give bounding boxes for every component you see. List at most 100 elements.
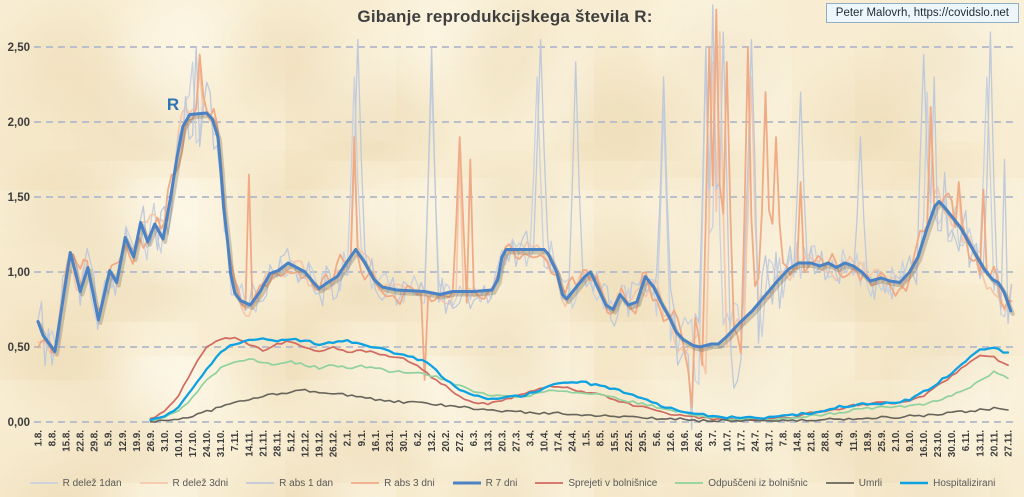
series-r-dele-3dni — [37, 31, 1013, 375]
x-tick-label: 19.12. — [315, 430, 326, 458]
x-tick-label: 15.8. — [62, 430, 73, 452]
legend-item-odpu-eni-iz-bolni-nic: Odpuščeni iz bolnišnic — [674, 478, 808, 489]
x-tick-label: 22.8. — [76, 430, 87, 452]
legend-swatch-r-dele-1dan — [29, 482, 58, 484]
x-tick-label: 12.9. — [118, 430, 129, 452]
legend-label: R 7 dni — [485, 477, 518, 489]
x-tick-label: 20.2. — [441, 430, 452, 452]
x-tick-label: 12.6. — [666, 430, 677, 452]
x-tick-label: 9.10. — [905, 430, 916, 452]
series-r-abs-3-dni — [37, 8, 1013, 408]
x-tick-label: 5.12. — [286, 430, 297, 452]
x-tick-label: 13.3. — [483, 430, 494, 452]
legend-swatch-hospitalizirani — [900, 481, 929, 485]
x-tick-label: 31.10. — [216, 430, 227, 458]
legend-swatch-r-abs-1-dan — [246, 482, 275, 484]
attribution-box: Peter Malovrh, https://covidslo.net — [825, 3, 1019, 23]
legend-swatch-r-7-dni — [452, 481, 481, 485]
x-tick-label: 16.10. — [919, 430, 930, 458]
y-tick-label: 1,50 — [8, 192, 30, 204]
x-tick-label: 23.1. — [385, 430, 396, 452]
legend-item-sprejeti-v-bolni-nice: Sprejeti v bolnišnice — [534, 478, 657, 489]
series-r-dele-1dan — [37, 31, 1013, 386]
x-tick-label: 10.4. — [540, 430, 551, 452]
x-tick-label: 28.11. — [272, 430, 283, 457]
x-tick-label: 28.8. — [821, 430, 832, 452]
legend-item-umrli: Umrli — [825, 478, 882, 489]
legend-label: Odpuščeni iz bolnišnic — [708, 477, 808, 489]
legend-label: R delež 3dni — [172, 477, 229, 489]
x-tick-label: 30.1. — [399, 430, 410, 452]
legend-item-r-abs-1-dan: R abs 1 dan — [245, 478, 333, 489]
legend-item-r-abs-3-dni: R abs 3 dni — [350, 478, 435, 489]
x-tick-label: 27.3. — [511, 430, 522, 452]
legend-swatch-r-dele-3dni — [139, 482, 168, 484]
x-tick-label: 1.5. — [582, 430, 593, 447]
x-tick-label: 21.11. — [258, 430, 269, 457]
x-tick-label: 1.8. — [33, 430, 44, 447]
y-tick-label: 0,00 — [8, 417, 30, 429]
x-tick-label: 20.11. — [989, 430, 1000, 457]
legend-swatch-umrli — [825, 482, 854, 484]
x-tick-label: 30.10. — [947, 430, 958, 458]
x-tick-label: 8.5. — [596, 430, 607, 447]
legend-label: Umrli — [858, 477, 883, 489]
x-tick-label: 27.11. — [1003, 430, 1014, 457]
x-tick-label: 11.9. — [849, 430, 860, 452]
legend-swatch-odpu-eni-iz-bolni-nic — [675, 482, 704, 484]
x-tick-label: 9.1. — [357, 430, 368, 447]
x-tick-label: 26.12. — [329, 430, 340, 458]
x-tick-label: 17.10. — [188, 430, 199, 458]
x-tick-label: 16.1. — [371, 430, 382, 452]
legend-swatch-sprejeti-v-bolni-nice — [535, 482, 564, 484]
x-tick-label: 7.11. — [230, 430, 241, 452]
series-r-7-dni — [36, 111, 1013, 353]
series-odpu-eni-iz-bolni-nic — [149, 358, 1009, 422]
x-tick-label: 6.3. — [469, 430, 480, 447]
x-tick-label: 20.3. — [497, 430, 508, 452]
x-tick-label: 6.11. — [961, 430, 972, 452]
y-tick-label: 2,00 — [8, 117, 30, 129]
x-tick-label: 5.9. — [104, 430, 115, 447]
x-tick-label: 17.4. — [554, 430, 565, 452]
x-tick-label: 23.10. — [933, 430, 944, 458]
x-tick-label: 27.2. — [455, 430, 466, 452]
y-tick-label: 0,50 — [8, 342, 30, 354]
x-tick-label: 21.8. — [807, 430, 818, 452]
x-tick-label: 13.2. — [427, 430, 438, 452]
x-tick-label: 24.10. — [202, 430, 213, 458]
x-tick-label: 7.8. — [779, 430, 790, 447]
x-tick-label: 6.2. — [413, 430, 424, 447]
x-tick-label: 22.5. — [624, 430, 635, 452]
x-tick-label: 2.10. — [891, 430, 902, 452]
r-annotation: R — [167, 95, 179, 114]
legend-label: Hospitalizirani — [933, 477, 996, 489]
x-tick-label: 29.8. — [90, 430, 101, 452]
x-tick-label: 24.7. — [750, 430, 761, 452]
y-tick-label: 2,50 — [8, 42, 30, 54]
x-tick-label: 12.12. — [301, 430, 312, 458]
legend-item-r-7-dni: R 7 dni — [452, 477, 518, 489]
legend-label: R abs 1 dan — [279, 477, 334, 489]
x-tick-label: 13.11. — [975, 430, 986, 457]
x-tick-label: 3.4. — [525, 430, 536, 447]
y-tick-label: 1,00 — [8, 267, 30, 279]
x-tick-label: 10.10. — [174, 430, 185, 458]
legend-item-r-dele-3dni: R delež 3dni — [139, 477, 229, 489]
x-tick-label: 8.8. — [47, 430, 58, 447]
legend: R delež 1dan R delež 3dni R abs 1 dan R abs… — [0, 474, 1024, 492]
x-tick-label: 19.6. — [680, 430, 691, 452]
x-tick-label: 14.8. — [793, 430, 804, 452]
legend-label: R delež 1dan — [62, 477, 122, 489]
legend-swatch-r-abs-3-dni — [351, 482, 380, 484]
x-tick-label: 24.4. — [568, 430, 579, 452]
x-tick-label: 17.7. — [736, 430, 747, 452]
x-tick-label: 3.7. — [708, 430, 719, 447]
legend-item-hospitalizirani: Hospitalizirani — [899, 478, 995, 489]
series-umrli — [149, 388, 1009, 423]
legend-item-r-dele-1dan: R delež 1dan — [29, 478, 122, 489]
series-sprejeti-v-bolni-nice — [149, 336, 1009, 421]
chart-title: Gibanje reprodukcijskega števila R: — [357, 7, 653, 26]
x-tick-label: 31.7. — [764, 430, 775, 452]
